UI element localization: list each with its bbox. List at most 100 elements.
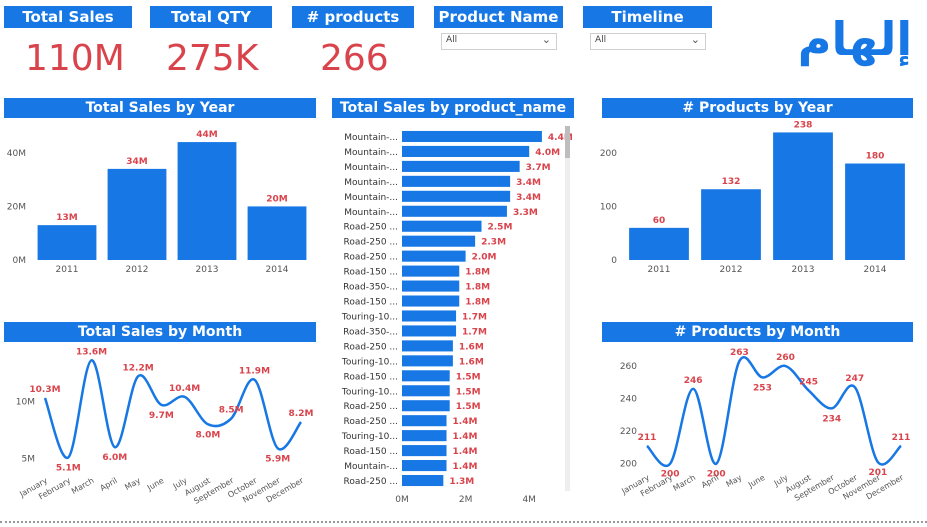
data-label: 211 [638, 433, 657, 443]
data-label: 10.3M [29, 385, 60, 395]
data-label: 1.6M [459, 342, 484, 352]
bar [402, 160, 520, 172]
y-tick-label: 10M [16, 397, 35, 407]
data-label: 13M [56, 213, 78, 223]
bar [402, 280, 460, 292]
bar [402, 385, 450, 397]
chart-title-products-by-month: # Products by Month [602, 322, 913, 342]
x-tick-label: June [746, 473, 767, 490]
kpi-total-sales-value: 110M [25, 38, 125, 79]
x-tick-label: 0M [395, 495, 409, 505]
bar [247, 206, 307, 260]
kpi-total-qty-header: Total QTY [150, 6, 272, 28]
bar [402, 235, 476, 247]
data-label: 1.5M [456, 372, 481, 382]
data-label: 8.2M [289, 409, 314, 419]
bar [701, 189, 761, 260]
y-tick-label: 200 [600, 149, 617, 159]
data-label: 245 [799, 377, 818, 387]
y-tick-label: Mountain-... [344, 208, 398, 218]
data-label: 132 [722, 177, 741, 187]
data-label: 5.9M [265, 454, 290, 464]
data-label: 11.9M [239, 367, 270, 377]
x-tick-label: 2012 [126, 265, 149, 275]
bar [402, 415, 447, 427]
brand-logo: إلهام [797, 12, 913, 66]
data-label: 1.4M [453, 417, 478, 427]
bar [402, 355, 453, 367]
y-tick-label: Mountain-... [344, 163, 398, 173]
data-label: 246 [684, 376, 703, 386]
bar [402, 205, 507, 217]
y-tick-label: Road-150 ... [344, 372, 398, 382]
chart-title-products-by-year: # Products by Year [602, 98, 913, 118]
data-label: 1.4M [453, 447, 478, 457]
bar [402, 265, 460, 277]
slicer-product-name-dropdown[interactable]: All ⌄ [441, 33, 557, 50]
data-label: 60 [653, 216, 666, 226]
x-tick-label: 2014 [266, 265, 289, 275]
chevron-down-icon: ⌄ [690, 33, 700, 46]
bar [107, 168, 167, 260]
data-label: 1.7M [462, 327, 487, 337]
data-label: 1.8M [465, 283, 490, 293]
series-line [646, 356, 902, 468]
x-tick-label: April [700, 473, 720, 490]
product-chart-scrollbar[interactable] [565, 126, 570, 491]
bar [845, 163, 905, 260]
data-label: 12.2M [123, 363, 154, 373]
data-label: 1.4M [453, 432, 478, 442]
data-label: 4.4M [548, 133, 573, 143]
y-tick-label: Mountain-... [344, 193, 398, 203]
y-tick-label: 5M [22, 455, 36, 465]
x-tick-label: 2M [459, 495, 473, 505]
x-tick-label: 4M [522, 495, 536, 505]
scrollbar-thumb[interactable] [565, 126, 570, 158]
data-label: 238 [794, 120, 813, 130]
bar [402, 310, 457, 322]
y-tick-label: 240 [620, 395, 637, 405]
data-label: 247 [845, 374, 864, 384]
data-label: 5.1M [56, 463, 81, 473]
data-label: 201 [869, 468, 888, 478]
data-label: 234 [822, 414, 841, 424]
bar [402, 145, 530, 157]
y-tick-label: Road-250 ... [344, 253, 398, 263]
y-tick-label: 0M [13, 256, 27, 266]
data-label: 180 [866, 152, 885, 162]
data-label: 6.0M [102, 453, 127, 463]
data-label: 2.0M [472, 253, 497, 263]
y-tick-label: Road-250 ... [344, 223, 398, 233]
y-tick-label: Mountain-... [344, 462, 398, 472]
bar [402, 190, 511, 202]
data-label: 44M [196, 130, 218, 140]
data-label: 10.4M [169, 384, 200, 394]
bar [402, 430, 447, 442]
divider [0, 521, 927, 523]
y-tick-label: Touring-10... [341, 387, 398, 397]
y-tick-label: Mountain-... [344, 148, 398, 158]
data-label: 1.4M [453, 462, 478, 472]
bar [402, 400, 450, 412]
series-line [43, 359, 303, 459]
data-label: 8.0M [195, 430, 220, 440]
x-tick-label: 2013 [196, 265, 219, 275]
bar [402, 220, 482, 232]
y-tick-label: Road-150 ... [344, 447, 398, 457]
y-tick-label: Road-350-... [343, 283, 398, 293]
y-tick-label: Road-250 ... [344, 477, 398, 487]
y-tick-label: Road-250 ... [344, 238, 398, 248]
chart-title-sales-by-year: Total Sales by Year [4, 98, 316, 118]
data-label: 9.7M [149, 411, 174, 421]
y-tick-label: 0 [611, 256, 617, 266]
slicer-timeline-dropdown[interactable]: All ⌄ [590, 33, 706, 50]
data-label: 3.4M [516, 193, 541, 203]
data-label: 211 [892, 433, 911, 443]
y-tick-label: 40M [7, 149, 26, 159]
data-label: 3.3M [513, 208, 538, 218]
